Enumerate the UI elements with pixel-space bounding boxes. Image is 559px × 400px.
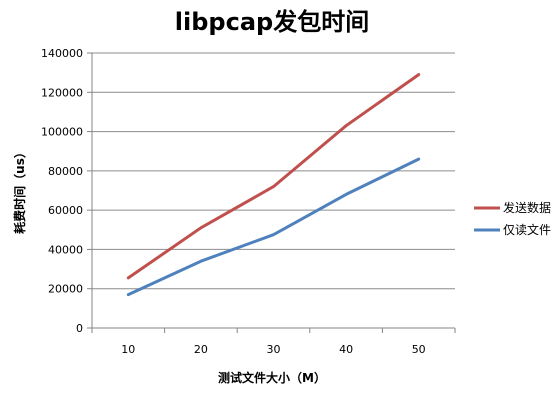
- legend-label-2: 仅读文件: [503, 222, 551, 237]
- y-tick-label: 140000: [41, 47, 83, 60]
- y-axis-ticks: 0 20000 40000 60000 80000 100000 120000 140000: [41, 47, 92, 335]
- y-tick-label: 100000: [41, 126, 83, 139]
- x-axis-label: 测试文件大小（M）: [218, 370, 326, 385]
- x-tick-label: 10: [121, 343, 135, 356]
- x-tick-label: 50: [412, 343, 426, 356]
- y-tick-label: 20000: [48, 283, 83, 296]
- y-tick-label: 120000: [41, 86, 83, 99]
- x-tick-label: 20: [194, 343, 208, 356]
- y-axis-label: 耗费时间（us）: [12, 146, 27, 234]
- y-tick-label: 80000: [48, 165, 83, 178]
- y-tick-label: 40000: [48, 243, 83, 256]
- x-axis-ticks: 10 20 30 40 50: [91, 328, 456, 356]
- x-tick-label: 40: [339, 343, 353, 356]
- series-lines: [126, 73, 421, 297]
- series-line-2: [126, 157, 421, 297]
- chart-title: libpcap发包时间: [175, 8, 369, 36]
- gridlines: [91, 52, 455, 329]
- series-line-1: [126, 73, 421, 280]
- x-tick-label: 30: [267, 343, 281, 356]
- y-tick-label: 60000: [48, 204, 83, 217]
- legend-label-1: 发送数据: [503, 200, 551, 215]
- y-tick-label: 0: [76, 322, 83, 335]
